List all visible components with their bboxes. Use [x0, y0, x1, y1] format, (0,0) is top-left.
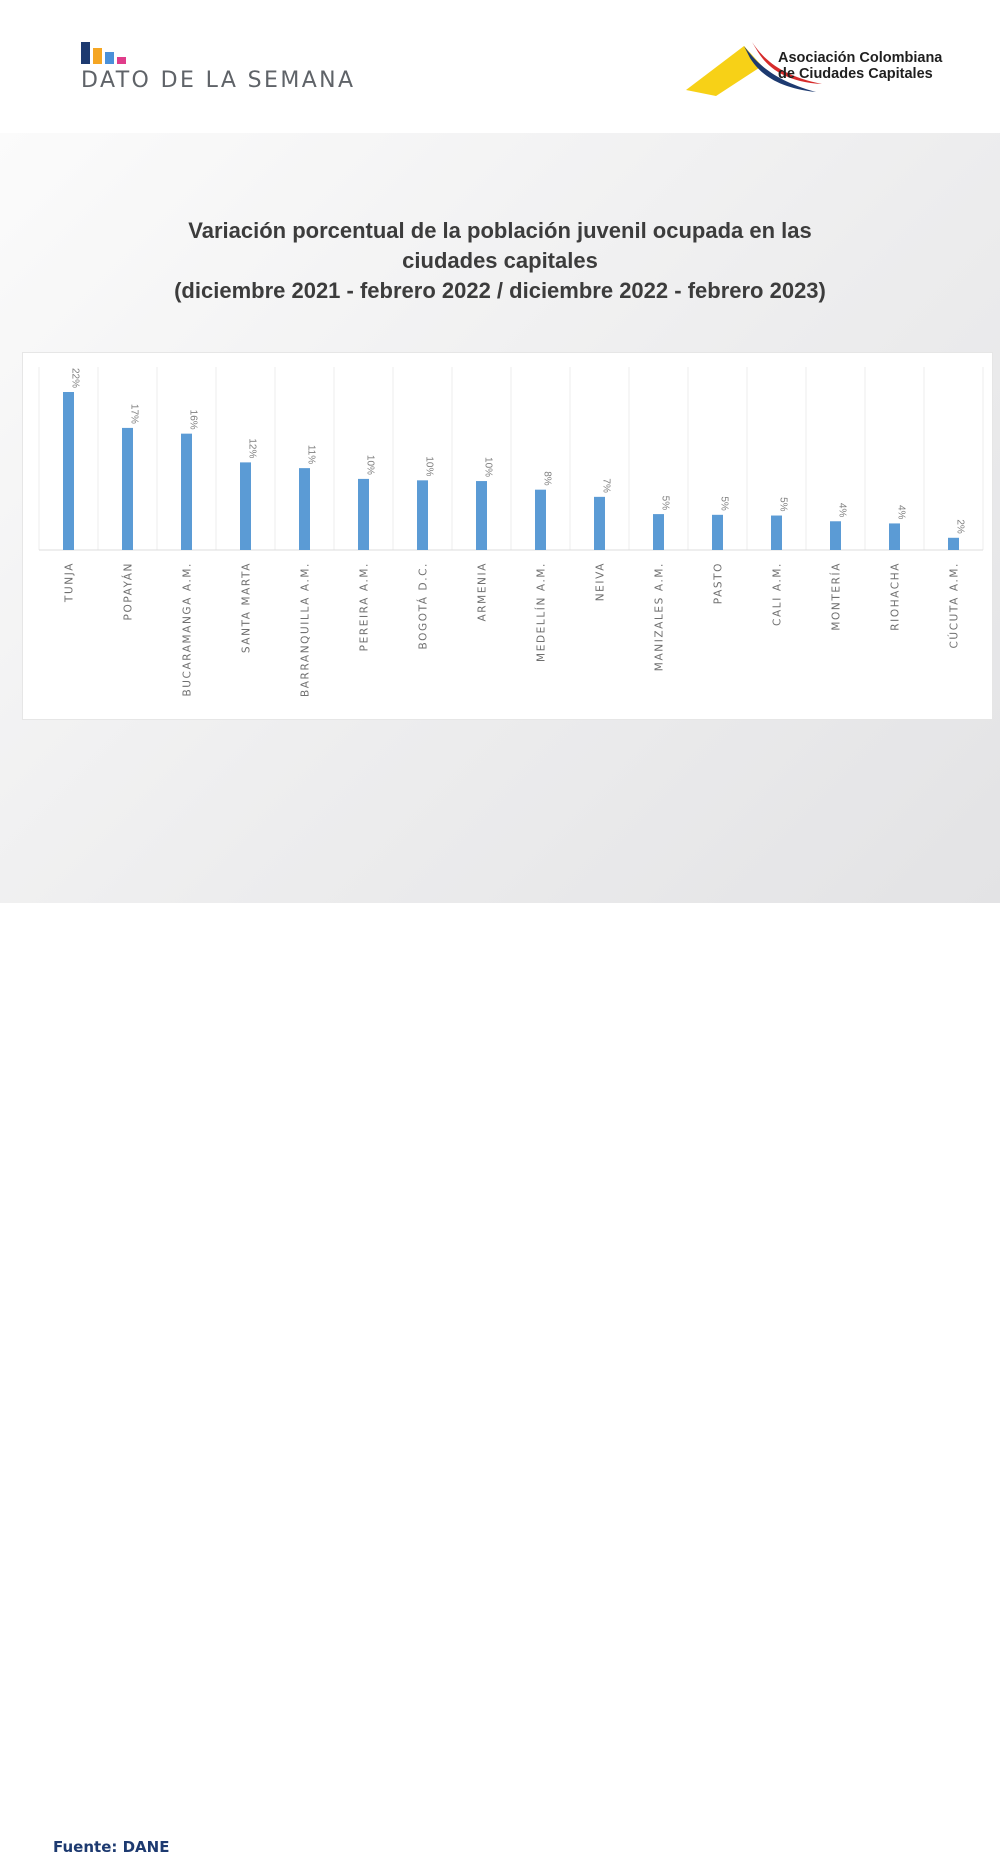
category-label: POPAYÁN	[122, 562, 135, 620]
org-logo-icon	[686, 42, 822, 96]
data-label: 4%	[837, 503, 848, 518]
data-label: 5%	[719, 496, 730, 511]
data-label: 10%	[365, 455, 376, 475]
bar	[417, 480, 428, 550]
logo-blue-swoosh	[744, 46, 816, 92]
data-label: 11%	[306, 445, 317, 464]
category-label: MANIZALES A.M.	[654, 562, 666, 671]
chart-title-line1: Variación porcentual de la población juv…	[188, 218, 812, 243]
data-label: 17%	[129, 404, 140, 424]
category-label: SANTA MARTA	[241, 562, 253, 653]
org-name-line1: Asociación Colombiana	[778, 50, 943, 66]
category-label: CALI A.M.	[772, 562, 784, 626]
data-label: 2%	[955, 519, 966, 534]
category-label: MONTERÍA	[830, 562, 843, 631]
bar	[181, 433, 192, 550]
data-label: 10%	[424, 456, 435, 476]
logo-bar-1	[81, 42, 90, 64]
logo-bar-2	[93, 48, 102, 64]
category-label: NEIVA	[595, 562, 607, 601]
chart-title-line3: (diciembre 2021 - febrero 2022 / diciemb…	[174, 278, 826, 303]
data-label: 12%	[247, 438, 258, 458]
bar	[358, 478, 369, 550]
chart-card: 22% TUNJA 17% POPAYÁN 16% BUCARAMANGA A.M. 12%…	[22, 352, 993, 720]
data-label: 16%	[188, 410, 199, 430]
category-label: BOGOTÁ D.C.	[417, 562, 430, 650]
category-label: ARMENIA	[477, 562, 489, 622]
category-label: CÚCUTA A.M.	[948, 562, 961, 649]
data-label: 8%	[542, 471, 553, 486]
bar	[535, 489, 546, 550]
category-label: BUCARAMANGA A.M.	[182, 562, 194, 697]
footer: Fuente: DANE	[0, 903, 1000, 1856]
data-label: 5%	[660, 496, 671, 511]
bar-chart-logo-icon	[81, 42, 126, 64]
data-label: 7%	[601, 478, 612, 493]
category-label: PEREIRA A.M.	[359, 562, 371, 651]
chart-title: Variación porcentual de la población juv…	[60, 216, 940, 306]
bar	[594, 496, 605, 550]
bar	[240, 462, 251, 550]
category-label: TUNJA	[64, 562, 76, 603]
section-title: DATO DE LA SEMANA	[81, 68, 356, 93]
category-label: RIOHACHA	[890, 562, 902, 631]
bar	[122, 427, 133, 550]
bar	[771, 515, 782, 550]
category-label: MEDELLÍN A.M.	[535, 562, 548, 662]
data-label: 5%	[778, 497, 789, 512]
bar	[948, 537, 959, 550]
chart-title-line2: ciudades capitales	[402, 248, 598, 273]
bar	[63, 392, 74, 550]
source-note: Fuente: DANE	[53, 1838, 170, 1856]
logo-bar-3	[105, 52, 114, 64]
bar	[653, 514, 664, 550]
org-name-line2: de Ciudades Capitales	[778, 66, 933, 82]
bar	[712, 514, 723, 550]
category-label: PASTO	[713, 562, 725, 604]
logo-bar-4	[117, 57, 126, 64]
header: DATO DE LA SEMANA Asociación Colombiana …	[0, 0, 1000, 133]
bar	[476, 481, 487, 550]
bar	[889, 523, 900, 550]
data-label: 10%	[483, 457, 494, 477]
bar-chart: 22% TUNJA 17% POPAYÁN 16% BUCARAMANGA A.M. 12%…	[38, 367, 984, 697]
data-label: 4%	[896, 505, 907, 520]
bar	[830, 521, 841, 550]
logo-red-swoosh	[752, 42, 822, 84]
org-name: Asociación Colombiana de Ciudades Capita…	[778, 50, 942, 82]
data-label: 22%	[70, 368, 81, 388]
logo-yellow-wedge	[686, 46, 762, 96]
category-label: BARRANQUILLA A.M.	[300, 562, 312, 697]
bar	[299, 468, 310, 550]
